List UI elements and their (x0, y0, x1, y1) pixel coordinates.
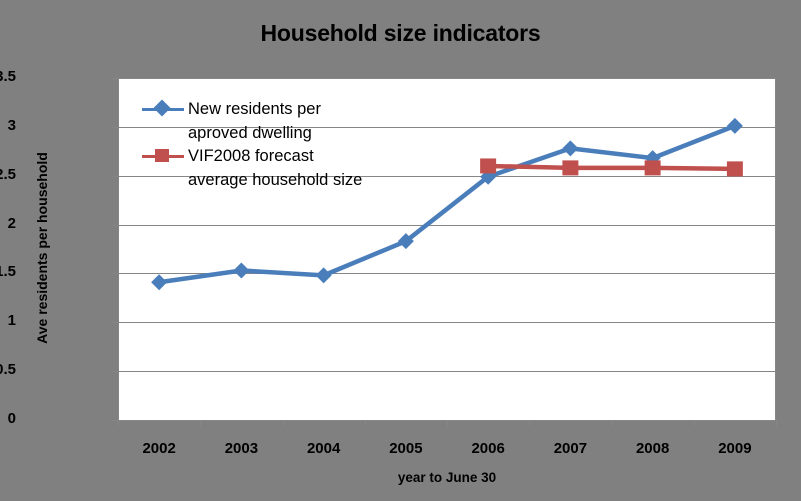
x-tick-mark (776, 420, 777, 426)
gridline (118, 127, 776, 128)
x-tick-label: 2005 (389, 440, 423, 457)
y-tick-mark (112, 273, 118, 274)
gridline (118, 176, 776, 177)
data-point-marker (726, 117, 743, 134)
x-tick-mark (447, 420, 448, 426)
x-tick-label: 2003 (224, 440, 259, 457)
y-tick-mark (112, 420, 118, 421)
y-tick-mark (112, 225, 118, 226)
gridline (118, 273, 776, 274)
plot-border-right (775, 78, 776, 420)
y-tick-mark (112, 322, 118, 323)
x-tick-label: 2006 (471, 440, 505, 457)
x-tick-label: 2009 (718, 440, 752, 457)
x-tick-mark (200, 420, 202, 426)
y-tick-mark (112, 78, 118, 79)
legend-swatch-blue (140, 98, 186, 120)
y-axis-title: Ave residents per household (34, 152, 50, 344)
y-tick-label: 2.5 (0, 165, 16, 183)
chart-legend: New residents per aproved dwelling VIF20… (140, 98, 362, 192)
x-axis-title: year to June 30 (397, 470, 497, 485)
data-point-marker (644, 160, 661, 176)
series-layer (151, 117, 743, 291)
legend-label-new-residents-line2: aproved dwelling (188, 124, 312, 142)
gridline (118, 322, 776, 323)
gridline (118, 78, 776, 79)
y-tick-label: 3 (7, 116, 16, 134)
chart-title: Household size indicators (260, 20, 541, 46)
data-point-marker (480, 158, 497, 174)
series-line-2 (485, 163, 738, 172)
series-line-1 (156, 123, 738, 285)
data-point-marker (562, 140, 579, 157)
x-tick-mark (529, 420, 531, 426)
legend-label-vif-forecast-line1: VIF2008 forecast (188, 147, 314, 165)
y-tick-label: 2 (7, 214, 16, 232)
data-point-marker (233, 262, 250, 279)
x-tick-mark (118, 420, 119, 426)
data-point-marker (562, 160, 579, 176)
x-tick-label: 2007 (553, 440, 588, 457)
y-tick-mark (112, 127, 118, 128)
legend-marker-square (155, 149, 169, 162)
gridline (118, 371, 776, 372)
data-point-marker (726, 161, 743, 177)
legend-entry-vif-forecast[interactable]: VIF2008 forecast (140, 145, 362, 167)
y-tick-mark (112, 176, 118, 177)
data-point-marker (315, 267, 332, 284)
gridline (118, 225, 776, 226)
x-tick-label: 2008 (635, 440, 670, 457)
plot-area: New residents per aproved dwelling VIF20… (118, 78, 776, 421)
data-point-marker (151, 274, 168, 291)
legend-entry-new-residents[interactable]: New residents per (140, 98, 362, 120)
y-tick-label: 1.5 (0, 263, 16, 281)
legend-marker-diamond (153, 99, 171, 117)
legend-swatch-red (140, 145, 186, 167)
y-tick-label: 3.5 (0, 68, 16, 85)
plot-border-left (118, 78, 119, 420)
x-tick-mark (364, 420, 366, 426)
y-tick-label: 0.5 (0, 361, 16, 379)
x-tick-mark (282, 420, 284, 426)
x-tick-mark (611, 420, 613, 426)
x-tick-mark (693, 420, 695, 426)
y-tick-label: 0 (7, 410, 16, 427)
legend-label-new-residents-line1: New residents per (188, 100, 321, 118)
y-tick-mark (112, 371, 118, 372)
y-tick-label: 1 (7, 312, 16, 330)
x-tick-label: 2004 (306, 440, 341, 457)
legend-label-vif-forecast-line2: average household size (188, 171, 363, 189)
x-tick-label: 2002 (142, 440, 176, 457)
data-point-marker (397, 233, 414, 250)
